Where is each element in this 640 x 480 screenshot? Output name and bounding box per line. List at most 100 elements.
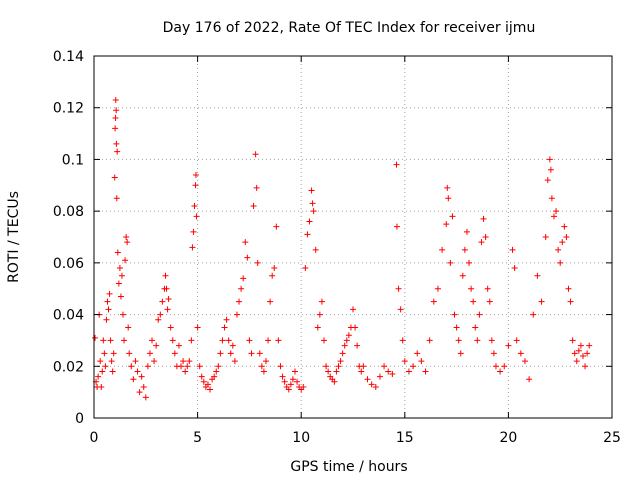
data-point xyxy=(308,187,315,194)
data-point xyxy=(188,337,195,344)
data-point xyxy=(430,298,437,305)
y-axis-label: ROTI / TECUs xyxy=(6,191,22,283)
data-point xyxy=(157,311,164,318)
data-point xyxy=(112,125,119,132)
data-point xyxy=(193,213,200,220)
data-point xyxy=(112,96,119,103)
y-tick-label: 0.06 xyxy=(53,256,84,272)
y-tick-label: 0 xyxy=(75,411,84,427)
data-point xyxy=(164,306,171,313)
data-point xyxy=(567,298,574,305)
data-point xyxy=(360,363,367,370)
data-point xyxy=(107,337,114,344)
data-point xyxy=(478,239,485,246)
data-point xyxy=(111,174,118,181)
data-point xyxy=(553,208,560,215)
data-point xyxy=(444,184,451,191)
y-tick-label: 0.12 xyxy=(53,101,84,117)
data-point xyxy=(309,200,316,207)
data-point xyxy=(149,337,156,344)
data-point xyxy=(445,195,452,202)
data-point xyxy=(113,140,120,147)
data-point xyxy=(118,272,125,279)
data-point xyxy=(248,350,255,357)
data-point xyxy=(449,213,456,220)
data-point xyxy=(108,358,115,365)
data-point xyxy=(100,337,107,344)
data-point xyxy=(405,368,412,375)
data-point xyxy=(488,337,495,344)
data-point xyxy=(385,368,392,375)
data-point xyxy=(468,285,475,292)
y-tick-label: 0.1 xyxy=(62,152,84,168)
data-point xyxy=(159,298,166,305)
x-tick-labels: 0 5 10 15 20 25 xyxy=(90,430,621,446)
data-point xyxy=(258,363,265,370)
data-point xyxy=(132,358,139,365)
data-point xyxy=(215,363,222,370)
data-point xyxy=(447,259,454,266)
data-point xyxy=(163,285,170,292)
data-point xyxy=(236,298,243,305)
data-point xyxy=(116,265,123,272)
data-point xyxy=(470,298,477,305)
data-point xyxy=(472,324,479,331)
data-point xyxy=(229,342,236,349)
data-point xyxy=(586,342,593,349)
data-point xyxy=(457,350,464,357)
data-point xyxy=(231,358,238,365)
data-point xyxy=(101,350,108,357)
data-point xyxy=(497,368,504,375)
data-point xyxy=(577,342,584,349)
data-point xyxy=(281,378,288,385)
data-point xyxy=(505,342,512,349)
data-point xyxy=(128,363,135,370)
chart-title: Day 176 of 2022, Rate Of TEC Index for r… xyxy=(163,20,536,36)
data-point xyxy=(106,290,113,297)
data-point xyxy=(376,373,383,380)
data-point xyxy=(138,373,145,380)
data-point xyxy=(352,324,359,331)
data-point xyxy=(389,371,396,378)
data-point xyxy=(312,246,319,253)
data-point xyxy=(331,378,338,385)
data-point xyxy=(350,306,356,313)
data-point xyxy=(341,342,348,349)
data-point xyxy=(98,383,105,390)
data-point xyxy=(140,383,147,390)
data-point xyxy=(123,234,130,240)
data-point xyxy=(162,272,169,279)
data-point xyxy=(439,246,446,253)
data-point xyxy=(358,368,365,375)
data-point xyxy=(105,306,112,313)
data-point xyxy=(511,265,518,272)
data-point xyxy=(165,296,172,303)
data-point xyxy=(121,337,128,344)
data-point xyxy=(310,208,317,215)
data-point xyxy=(113,195,120,202)
data-point xyxy=(393,223,400,230)
data-point xyxy=(501,363,508,370)
data-point xyxy=(459,272,466,279)
data-point xyxy=(275,337,282,344)
x-axis-label: GPS time / hours xyxy=(290,459,407,475)
data-point xyxy=(474,337,481,344)
data-point xyxy=(211,373,218,380)
data-point xyxy=(534,272,541,279)
data-point xyxy=(291,368,298,375)
data-point xyxy=(104,298,111,305)
data-points xyxy=(92,96,593,401)
data-point xyxy=(294,378,301,385)
data-point xyxy=(240,275,247,282)
data-point xyxy=(461,246,468,253)
data-point xyxy=(557,259,564,266)
data-point xyxy=(219,337,226,344)
data-point xyxy=(103,316,110,323)
data-point xyxy=(144,363,151,370)
data-point xyxy=(192,171,199,178)
data-point xyxy=(169,337,176,344)
data-point xyxy=(265,337,272,344)
data-point xyxy=(582,363,589,370)
data-point xyxy=(453,324,460,331)
